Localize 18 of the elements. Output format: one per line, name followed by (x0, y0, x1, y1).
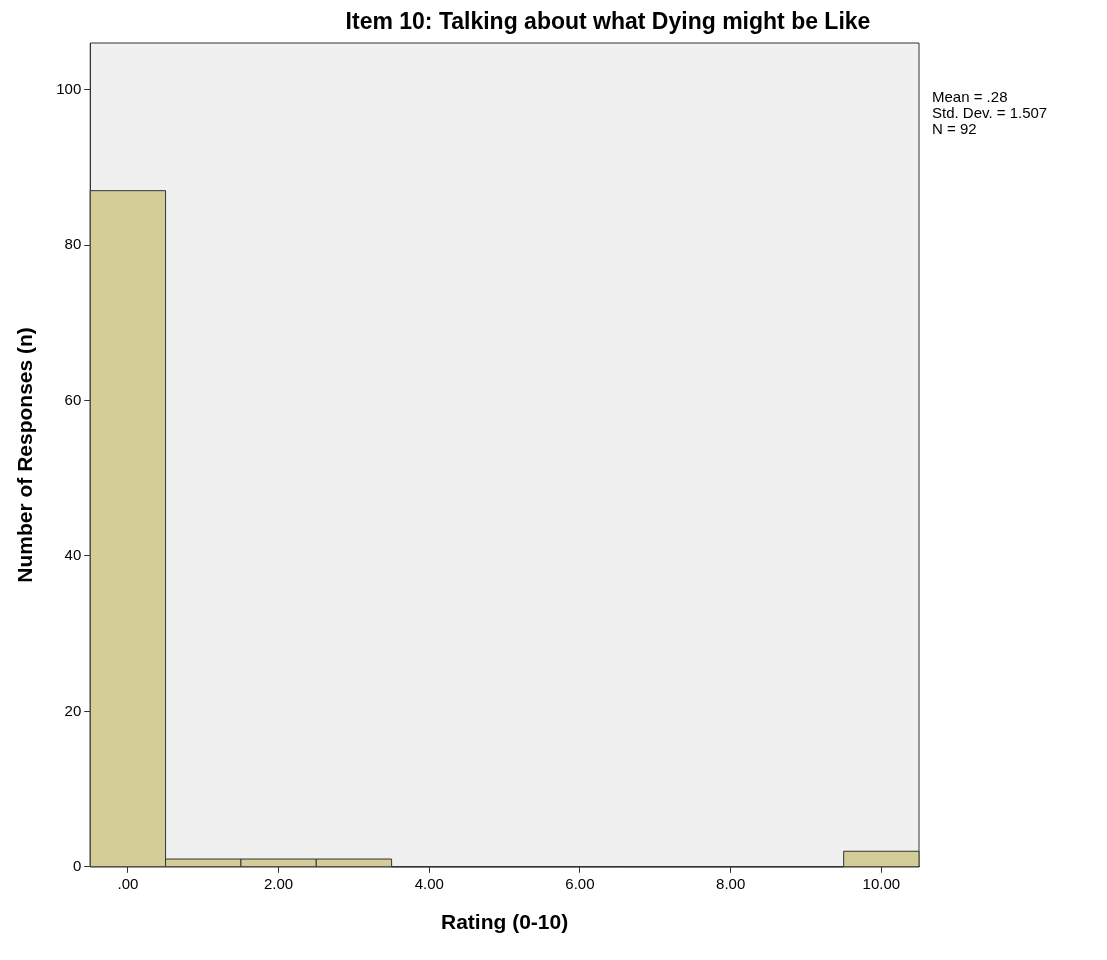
y-axis-title: Number of Responses (n) (13, 327, 37, 583)
y-tick-label: 40 (64, 546, 82, 564)
x-tick-label: .00 (117, 874, 139, 892)
text: N = 92 (932, 120, 978, 137)
x-tick-label: 6.00 (565, 874, 595, 892)
x-axis-title: Rating (0-10) (441, 910, 569, 934)
x-tick-label: 8.00 (716, 874, 746, 892)
text: Std. Dev. = 1.507 (932, 104, 1048, 121)
x-tick-label: 4.00 (414, 874, 444, 892)
chart-title: Item 10: Talking about what Dying might be Like (344, 8, 872, 35)
y-tick-label: 60 (64, 390, 82, 408)
y-tick-label: 100 (56, 79, 82, 97)
y-tick-label: 20 (64, 701, 82, 719)
y-tick-label: 80 (64, 235, 82, 253)
y-tick-label: 0 (72, 856, 82, 874)
x-tick-label: 10.00 (862, 874, 901, 892)
x-tick-label: 2.00 (263, 874, 294, 892)
text: Mean = .28 (932, 88, 1009, 105)
